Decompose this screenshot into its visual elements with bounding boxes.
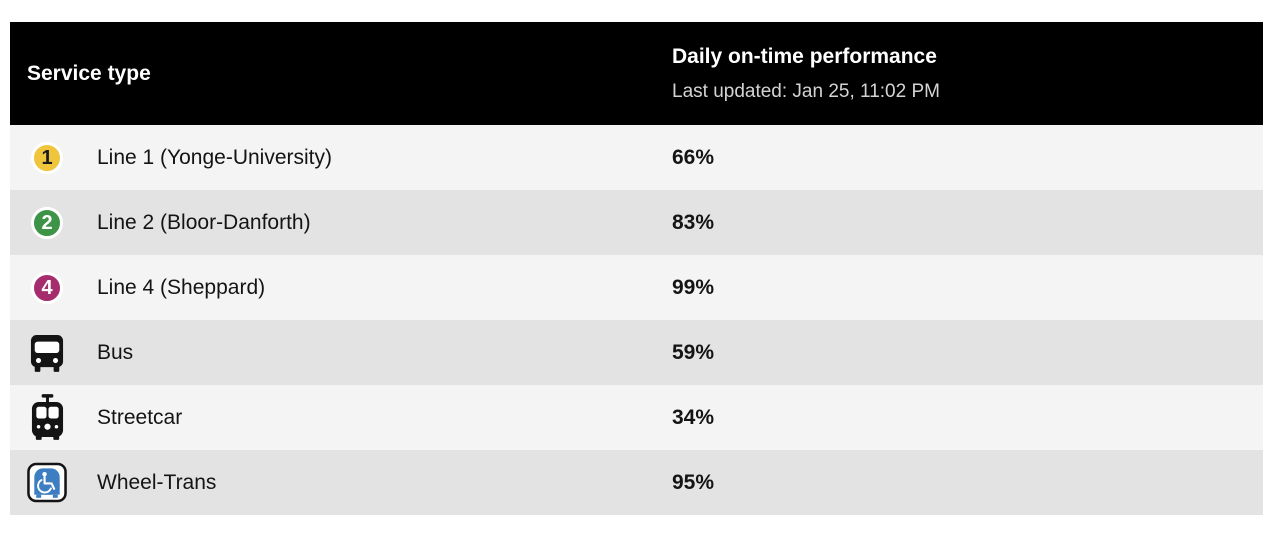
last-updated-text: Last updated: Jan 25, 11:02 PM [672, 80, 940, 102]
service-type-cell: 4 Line 4 (Sheppard) [10, 262, 672, 314]
performance-title: Daily on-time performance [672, 44, 937, 68]
performance-value: 34% [672, 405, 715, 429]
streetcar-icon-box [27, 392, 67, 444]
wheel-trans-icon [27, 462, 67, 503]
table-body: 1 Line 1 (Yonge-University) 66% 2 Line 2… [10, 125, 1263, 515]
wheel-trans-icon-box [27, 457, 67, 509]
table-row: 1 Line 1 (Yonge-University) 66% [10, 125, 1263, 190]
column-header-service-type: Service type [27, 61, 151, 85]
table-row: 2 Line 2 (Bloor-Danforth) 83% [10, 190, 1263, 255]
service-type-cell: 1 Line 1 (Yonge-University) [10, 132, 672, 184]
table-row: Streetcar 34% [10, 385, 1263, 450]
service-label: Streetcar [97, 405, 183, 429]
bus-icon [30, 334, 64, 372]
service-label: Bus [97, 340, 134, 364]
service-label: Line 4 (Sheppard) [97, 275, 266, 299]
performance-value: 66% [672, 145, 715, 169]
service-label: Wheel-Trans [97, 470, 217, 494]
service-type-cell: Bus [10, 327, 672, 379]
bus-icon-box [27, 327, 67, 379]
column-header-performance: Daily on-time performance Last updated: … [672, 45, 1263, 103]
performance-value: 99% [672, 275, 715, 299]
performance-value: 59% [672, 340, 715, 364]
service-label: Line 1 (Yonge-University) [97, 145, 333, 169]
line-1-badge: 1 [31, 141, 63, 174]
table-row: Wheel-Trans 95% [10, 450, 1263, 515]
table-row: 4 Line 4 (Sheppard) 99% [10, 255, 1263, 320]
performance-value: 83% [672, 210, 715, 234]
line-4-badge-box: 4 [27, 262, 67, 314]
line-2-badge: 2 [31, 206, 63, 239]
line-2-badge-box: 2 [27, 197, 67, 249]
streetcar-icon [31, 394, 63, 440]
table-header: Service type Daily on-time performance L… [10, 22, 1263, 125]
line-4-badge: 4 [31, 271, 63, 304]
performance-table: Service type Daily on-time performance L… [10, 22, 1263, 515]
table-row: Bus 59% [10, 320, 1263, 385]
performance-value: 95% [672, 470, 715, 494]
service-type-cell: Wheel-Trans [10, 457, 672, 509]
service-type-cell: 2 Line 2 (Bloor-Danforth) [10, 197, 672, 249]
line-1-badge-box: 1 [27, 132, 67, 184]
service-label: Line 2 (Bloor-Danforth) [97, 210, 311, 234]
service-type-cell: Streetcar [10, 392, 672, 444]
